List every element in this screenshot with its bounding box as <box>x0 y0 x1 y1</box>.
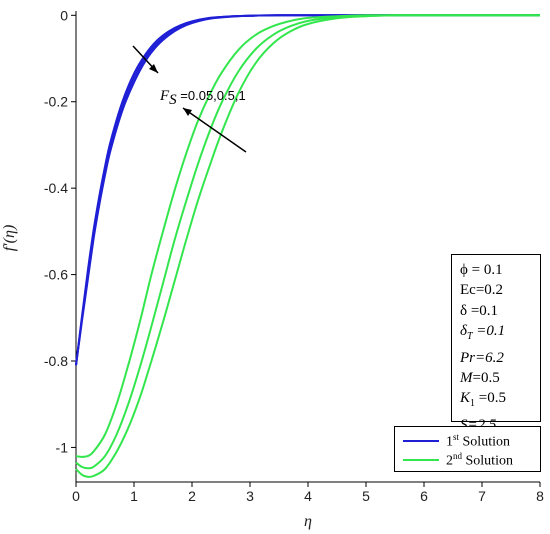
parameter-line: Ec=0.2 <box>460 282 504 299</box>
param-symbol: K <box>460 390 471 407</box>
legend: 1st Solution 2nd Solution <box>394 426 541 472</box>
param-value: =0.5 <box>472 370 500 387</box>
param-symbol: δ <box>460 323 467 340</box>
x-tick-label: 7 <box>478 488 486 504</box>
param-subscript: T <box>466 331 473 343</box>
parameter-line: M=0.5 <box>460 368 540 388</box>
legend-swatch-1st <box>403 440 439 442</box>
parameter-line: δ =0.1 <box>460 302 499 319</box>
y-axis-title: f′(η) <box>1 225 18 252</box>
series-1-curve-3 <box>75 14 540 366</box>
param-value: =0.1 <box>472 323 506 340</box>
parameter-line: K1 =0.5 <box>460 388 540 414</box>
series-2-curve-3 <box>75 14 540 478</box>
annotation-label: FS =0.05,0.5,1 <box>159 88 246 108</box>
annotation-symbol: F <box>159 88 170 104</box>
x-tick-label: 4 <box>304 488 312 504</box>
y-tick-label: -0.2 <box>44 94 68 110</box>
annotation-subscript: S <box>169 92 177 108</box>
legend-2nd-sup: nd <box>453 450 462 461</box>
annotation-arrows <box>132 45 247 153</box>
x-axis-title: η <box>304 513 312 530</box>
parameter-line: ϕ = 0.1 <box>460 262 503 278</box>
param-subscript: 1 <box>470 398 476 410</box>
legend-swatch-2nd <box>403 459 439 461</box>
y-tick-label: 0 <box>60 7 68 23</box>
arrow-green-shaft <box>182 107 247 153</box>
legend-2nd-rest: Solution <box>462 453 513 469</box>
arrow-green-head <box>183 108 192 116</box>
y-tick-label: -1 <box>56 439 69 455</box>
legend-item-2nd-solution: 2nd Solution <box>403 451 513 469</box>
y-tick-label: -0.8 <box>44 353 68 369</box>
x-tick-label: 3 <box>246 488 254 504</box>
legend-label-1st: 1st Solution <box>446 432 510 451</box>
x-tick-label: 1 <box>130 488 138 504</box>
legend-2nd-base: 2 <box>446 453 453 469</box>
x-tick-label: 5 <box>362 488 370 504</box>
legend-1st-base: 1 <box>446 434 453 450</box>
x-tick-label: 6 <box>420 488 428 504</box>
parameter-line: δT =0.1 <box>460 321 540 347</box>
legend-1st-sup: st <box>453 431 460 442</box>
y-ticks: 0 -0.2 -0.4 -0.6 -0.8 -1 <box>44 7 76 455</box>
y-tick-label: -0.6 <box>44 267 68 283</box>
y-tick-label: -0.4 <box>44 180 68 196</box>
param-symbol: M <box>460 370 473 387</box>
annotation-values: =0.05,0.5,1 <box>177 88 246 103</box>
legend-item-1st-solution: 1st Solution <box>403 432 510 450</box>
parameter-line: Pr=6.2 <box>460 349 504 366</box>
legend-1st-rest: Solution <box>459 434 510 450</box>
x-ticks: 0 1 2 3 4 5 6 7 8 <box>72 482 544 504</box>
x-tick-label: 2 <box>188 488 196 504</box>
legend-label-2nd: 2nd Solution <box>446 451 513 470</box>
parameter-box: ϕ = 0.1 Ec=0.2 δ =0.1 δT =0.1 Pr=6.2 M=0.5 K1 … <box>451 254 541 433</box>
arrow-blue-head <box>149 64 158 73</box>
param-value: =0.5 <box>475 390 506 407</box>
series-curves <box>75 14 540 478</box>
x-tick-label: 0 <box>72 488 80 504</box>
x-tick-label: 8 <box>536 488 544 504</box>
